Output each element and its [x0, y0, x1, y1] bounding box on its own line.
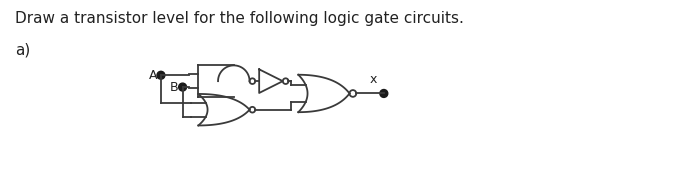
Text: a): a)	[15, 43, 30, 58]
Text: x: x	[370, 73, 377, 86]
Text: A: A	[148, 69, 157, 82]
Text: Draw a transistor level for the following logic gate circuits.: Draw a transistor level for the followin…	[15, 11, 464, 26]
Circle shape	[157, 71, 165, 79]
Text: B: B	[170, 81, 178, 94]
Circle shape	[178, 83, 186, 91]
Circle shape	[380, 90, 388, 97]
